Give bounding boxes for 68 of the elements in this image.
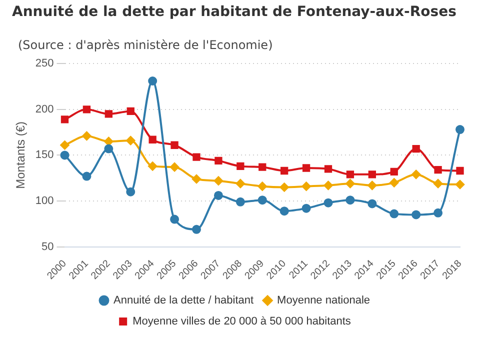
legend-label: Moyenne nationale bbox=[277, 294, 370, 307]
point bbox=[434, 208, 443, 218]
y-axis-title: Montants (€) bbox=[14, 122, 28, 189]
point bbox=[192, 174, 201, 184]
point bbox=[104, 136, 114, 146]
point bbox=[412, 144, 420, 153]
point bbox=[412, 210, 421, 220]
point bbox=[170, 141, 178, 149]
point bbox=[280, 206, 289, 216]
chart-title: Annuité de la dette par habitant de Fontenay-aux-Roses bbox=[12, 4, 456, 20]
legend-label: Moyenne villes de 20 000 à 50 000 habitants bbox=[132, 316, 352, 328]
point bbox=[236, 162, 244, 170]
point bbox=[148, 162, 158, 171]
point bbox=[258, 196, 267, 205]
point bbox=[456, 125, 464, 134]
point bbox=[390, 209, 399, 218]
point bbox=[346, 170, 354, 178]
point bbox=[170, 162, 180, 172]
point bbox=[280, 182, 289, 192]
point bbox=[82, 172, 92, 181]
point bbox=[82, 106, 91, 114]
point bbox=[346, 196, 355, 205]
point bbox=[192, 153, 200, 161]
point bbox=[60, 150, 70, 160]
point bbox=[104, 110, 112, 118]
point bbox=[148, 76, 158, 86]
point bbox=[82, 131, 92, 140]
point bbox=[236, 179, 245, 188]
point bbox=[258, 182, 267, 191]
point bbox=[126, 136, 136, 146]
point bbox=[434, 179, 443, 188]
point bbox=[60, 116, 69, 124]
point bbox=[412, 170, 421, 179]
point bbox=[390, 168, 398, 176]
point bbox=[192, 224, 201, 234]
point bbox=[390, 178, 399, 188]
y-tick-label: 250 bbox=[35, 58, 54, 70]
point bbox=[60, 140, 70, 150]
point bbox=[456, 166, 464, 175]
legend-label: Annuité de la dette / habitant bbox=[113, 294, 254, 307]
point bbox=[434, 166, 442, 174]
point bbox=[126, 107, 134, 116]
point bbox=[258, 163, 266, 171]
point bbox=[214, 176, 223, 186]
point bbox=[302, 182, 311, 191]
y-tick-label: 150 bbox=[35, 149, 54, 162]
point bbox=[324, 165, 332, 173]
point bbox=[148, 136, 156, 144]
point bbox=[126, 187, 136, 196]
point bbox=[236, 197, 245, 206]
point bbox=[302, 164, 310, 172]
point bbox=[104, 144, 114, 154]
point bbox=[368, 170, 376, 178]
point bbox=[280, 166, 288, 175]
point bbox=[324, 198, 333, 208]
point bbox=[214, 190, 223, 200]
point bbox=[346, 179, 355, 188]
y-tick-label: 50 bbox=[42, 240, 54, 253]
point bbox=[368, 180, 377, 190]
point bbox=[302, 204, 311, 213]
point bbox=[324, 180, 333, 190]
point bbox=[456, 180, 464, 189]
point bbox=[170, 214, 180, 224]
y-tick-label: 100 bbox=[35, 195, 54, 208]
point bbox=[214, 156, 222, 165]
chart-subtitle: (Source : d'après ministère de l'Economie) bbox=[18, 38, 273, 52]
y-tick-label: 200 bbox=[35, 103, 54, 116]
point bbox=[368, 199, 377, 208]
